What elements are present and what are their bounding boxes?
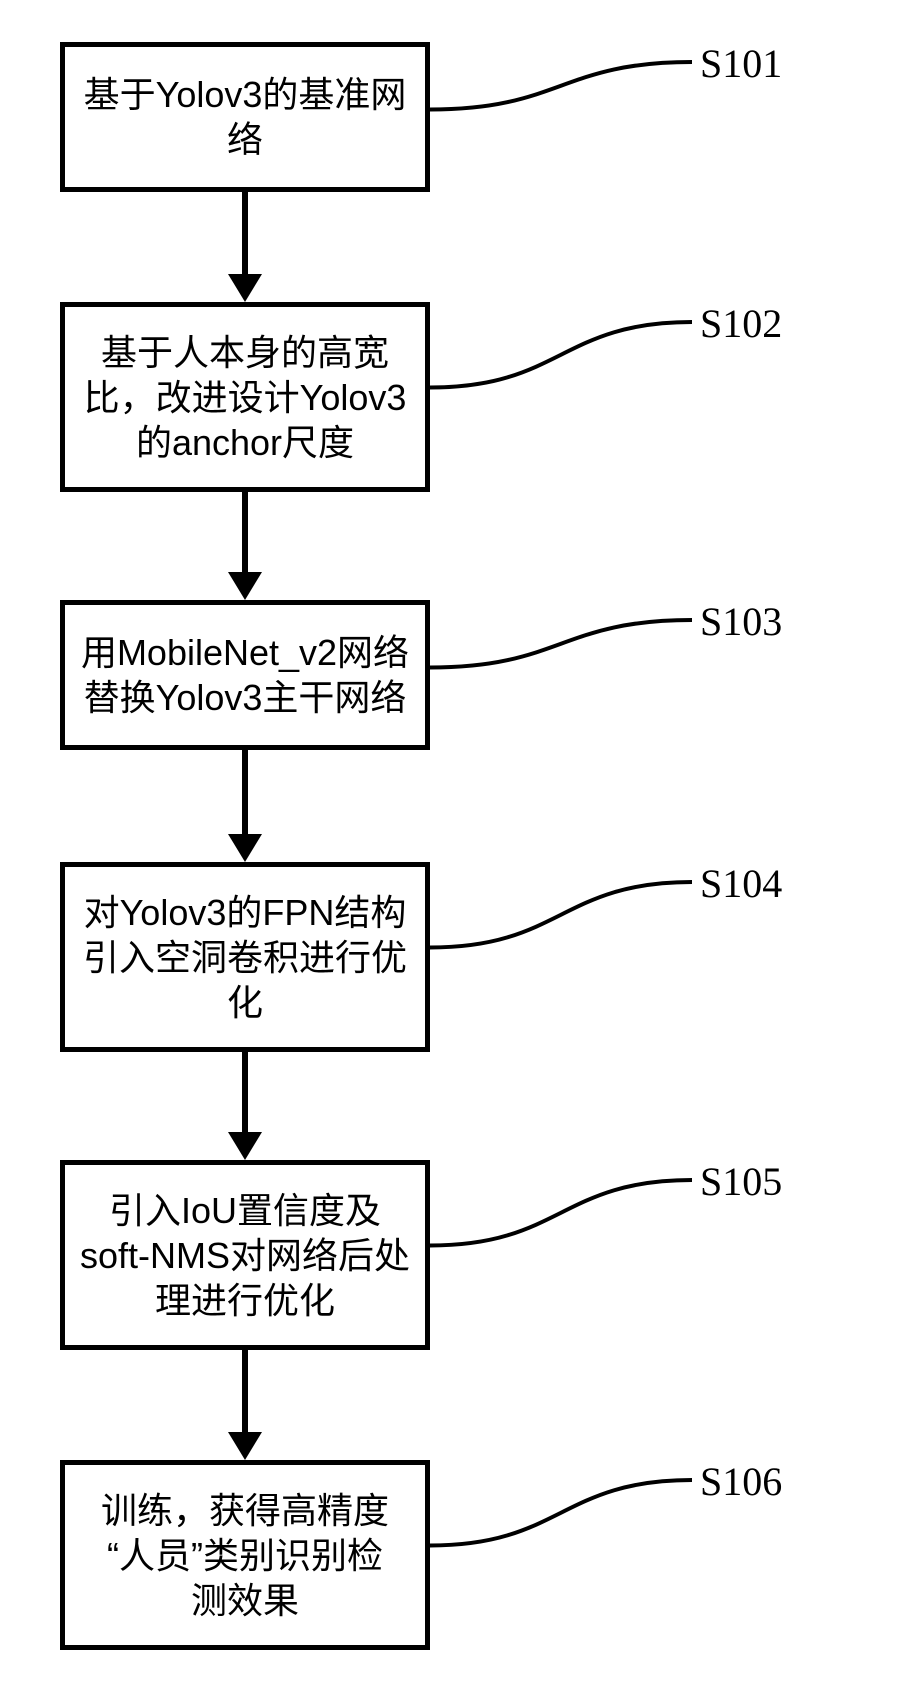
connector-curve-1 [430, 62, 692, 110]
flowchart-node-text: 基于人本身的高宽 比，改进设计Yolov3 的anchor尺度 [84, 330, 407, 465]
step-label-3: S103 [700, 598, 782, 645]
flowchart-node-5: 引入IoU置信度及 soft-NMS对网络后处 理进行优化 [60, 1160, 430, 1350]
flowchart-node-text: 对Yolov3的FPN结构 引入空洞卷积进行优 化 [83, 890, 407, 1025]
flowchart-node-4: 对Yolov3的FPN结构 引入空洞卷积进行优 化 [60, 862, 430, 1052]
arrow-head-2 [228, 572, 262, 600]
flowchart-node-1: 基于Yolov3的基准网 络 [60, 42, 430, 192]
flowchart-svg-overlay [0, 0, 907, 1690]
arrow-head-3 [228, 834, 262, 862]
step-label-2: S102 [700, 300, 782, 347]
connector-curve-6 [430, 1480, 692, 1546]
flowchart-node-text: 训练，获得高精度 “人员”类别识别检 测效果 [101, 1488, 389, 1623]
connector-curve-4 [430, 882, 692, 948]
flowchart-canvas: 基于Yolov3的基准网 络基于人本身的高宽 比，改进设计Yolov3 的anc… [0, 0, 907, 1690]
connector-curve-2 [430, 322, 692, 388]
flowchart-node-text: 基于Yolov3的基准网 络 [84, 72, 407, 162]
step-label-1: S101 [700, 40, 782, 87]
arrow-head-5 [228, 1432, 262, 1460]
flowchart-node-text: 引入IoU置信度及 soft-NMS对网络后处 理进行优化 [80, 1188, 410, 1323]
connector-curve-5 [430, 1180, 692, 1246]
flowchart-node-text: 用MobileNet_v2网络 替换Yolov3主干网络 [81, 630, 409, 720]
step-label-6: S106 [700, 1458, 782, 1505]
connector-curve-3 [430, 620, 692, 668]
arrow-head-1 [228, 274, 262, 302]
step-label-5: S105 [700, 1158, 782, 1205]
flowchart-node-6: 训练，获得高精度 “人员”类别识别检 测效果 [60, 1460, 430, 1650]
flowchart-node-2: 基于人本身的高宽 比，改进设计Yolov3 的anchor尺度 [60, 302, 430, 492]
flowchart-node-3: 用MobileNet_v2网络 替换Yolov3主干网络 [60, 600, 430, 750]
arrow-head-4 [228, 1132, 262, 1160]
step-label-4: S104 [700, 860, 782, 907]
